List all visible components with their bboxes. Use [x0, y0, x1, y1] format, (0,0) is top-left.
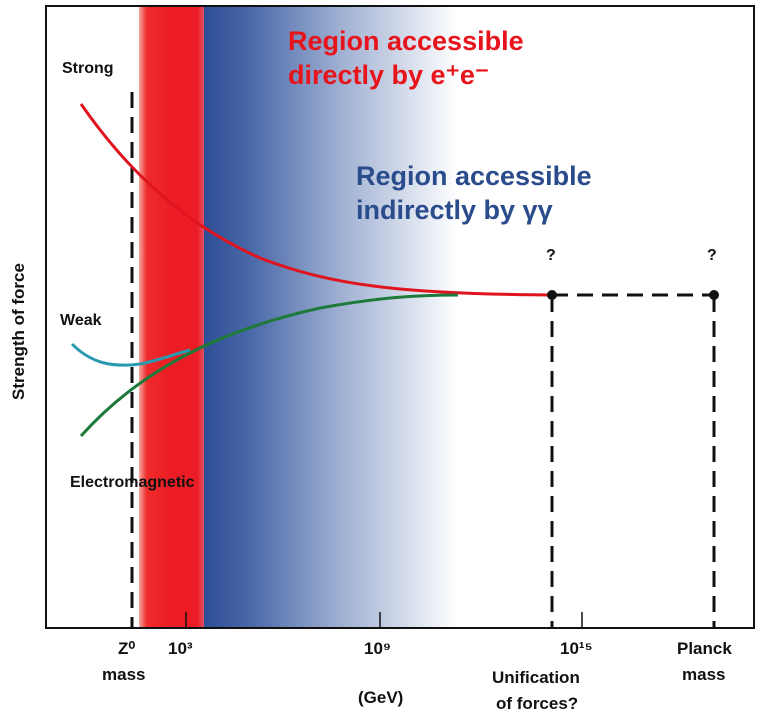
strong-curve — [79, 103, 553, 297]
weak-curve — [70, 342, 191, 367]
z0-label: Z⁰ — [118, 639, 135, 658]
tick-1e3-label: 10³ — [168, 639, 193, 658]
planck-label-line2: mass — [682, 665, 725, 684]
planck-question: ? — [707, 247, 717, 264]
plot-frame — [45, 5, 755, 629]
em-curve — [79, 293, 459, 438]
direct-region-line1: Region accessible — [288, 26, 524, 56]
indirect-region-line1: Region accessible — [356, 161, 592, 191]
electromagnetic-label: Electromagnetic — [70, 474, 195, 491]
unification-label-line1: Unification — [492, 668, 580, 687]
red-region — [139, 7, 204, 627]
blue-region — [198, 7, 458, 627]
tick-1e9-label: 10⁹ — [364, 639, 391, 658]
indirect-region-line2: indirectly by γγ — [356, 195, 553, 225]
z0-mass-label: mass — [102, 665, 145, 684]
unification-label-line2: of forces? — [496, 694, 578, 713]
tick-1e15-label: 10¹⁵ — [560, 639, 593, 658]
planck-label-line1: Planck — [677, 639, 732, 658]
unification-point — [547, 290, 557, 300]
weak-label: Weak — [60, 312, 102, 329]
y-axis-label: Strength of force — [9, 263, 28, 400]
gev-unit-label: (GeV) — [358, 688, 403, 707]
unification-question: ? — [546, 247, 556, 264]
direct-region-line2: directly by e⁺e⁻ — [288, 60, 489, 90]
planck-point — [709, 290, 719, 300]
strong-label: Strong — [62, 60, 114, 77]
